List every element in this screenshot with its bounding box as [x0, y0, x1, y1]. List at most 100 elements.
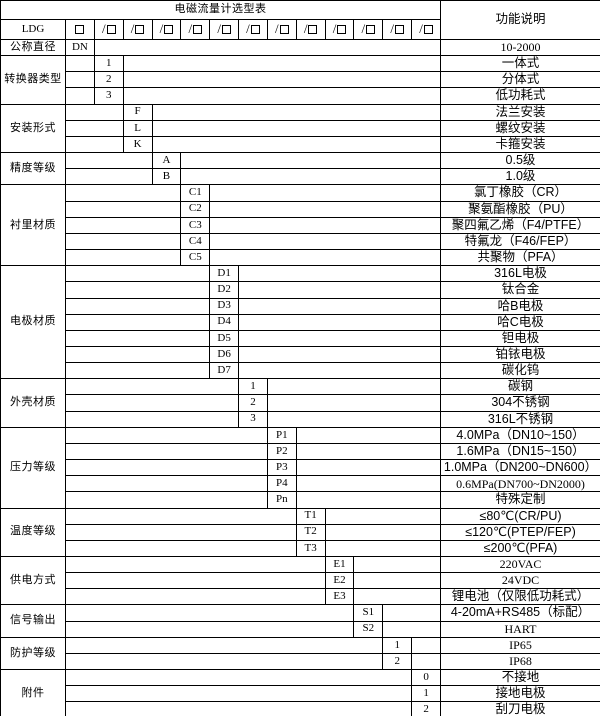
code-cell-5-3[interactable]: D4 — [209, 313, 240, 331]
code-box-slash-11[interactable]: / — [383, 20, 413, 39]
code-cell-5-1[interactable]: D2 — [209, 281, 240, 299]
code-cell-0-0[interactable]: DN — [65, 38, 95, 57]
table-row: C2 聚氨酯橡胶（PU） — [1, 200, 600, 218]
spacer-right — [238, 329, 441, 347]
spacer-right — [209, 184, 441, 202]
code-cell-7-4[interactable]: Pn — [266, 491, 297, 509]
spacer-left — [64, 313, 211, 331]
spacer-left — [65, 135, 124, 154]
code-cell-1-1[interactable]: 2 — [93, 71, 124, 89]
description-cell-5-0: 316L电极 — [440, 265, 600, 283]
empty-code-box-icon[interactable] — [221, 25, 231, 34]
code-cell-3-0[interactable]: A — [151, 152, 182, 170]
spacer-right — [324, 523, 442, 541]
code-cell-5-2[interactable]: D3 — [209, 297, 240, 315]
code-cell-9-1[interactable]: E2 — [324, 572, 355, 590]
table-row: 安装形式 F 法兰安装 — [0, 103, 600, 154]
table-row: 3 低功耗式 — [1, 87, 600, 105]
empty-code-box-icon[interactable] — [366, 25, 376, 34]
code-box-slash-7[interactable]: / — [268, 20, 297, 39]
group-label-1: 转换器类型 — [0, 55, 66, 105]
code-cell-12-0[interactable]: 0 — [411, 669, 441, 687]
spacer-right — [180, 152, 441, 170]
code-cell-10-0[interactable]: S1 — [353, 604, 384, 622]
code-cell-8-2[interactable]: T3 — [295, 539, 326, 558]
code-cell-4-4[interactable]: C5 — [180, 249, 211, 267]
code-box-0[interactable] — [67, 20, 95, 39]
table-row: D4 哈C电极 — [1, 313, 600, 331]
code-box-slash-5[interactable]: / — [210, 20, 240, 39]
spacer-left — [65, 459, 268, 477]
spacer-left — [65, 523, 297, 541]
code-cell-5-0[interactable]: D1 — [209, 265, 240, 283]
description-cell-6-1: 304不锈钢 — [440, 394, 600, 412]
code-box-slash-6[interactable]: / — [239, 20, 268, 39]
code-cell-4-0[interactable]: C1 — [180, 184, 211, 202]
code-cell-3-1[interactable]: B — [151, 168, 182, 186]
group-label-0: 公称直径 — [0, 38, 66, 57]
description-cell-9-2: 锂电池（仅限低功耗式） — [440, 588, 600, 606]
table-row: 转换器类型 1 一体式 — [0, 55, 600, 105]
code-cell-12-2[interactable]: 2 — [411, 701, 441, 716]
code-cell-6-1[interactable]: 2 — [238, 394, 268, 412]
code-box-slash-10[interactable]: / — [354, 20, 384, 39]
code-cell-8-1[interactable]: T2 — [295, 523, 326, 541]
empty-code-box-icon[interactable] — [279, 25, 289, 34]
code-cell-2-0[interactable]: F — [122, 103, 153, 121]
empty-code-box-icon[interactable] — [75, 25, 85, 34]
code-cell-1-0[interactable]: 1 — [93, 55, 124, 73]
spacer-left — [64, 329, 211, 347]
description-cell-4-0: 氯丁橡胶（CR） — [440, 184, 600, 202]
code-cell-9-0[interactable]: E1 — [324, 555, 355, 574]
code-cell-4-1[interactable]: C2 — [180, 200, 211, 218]
code-cell-5-4[interactable]: D5 — [209, 329, 240, 347]
code-cell-6-0[interactable]: 1 — [238, 378, 268, 396]
empty-code-box-icon[interactable] — [193, 25, 203, 34]
table-row: 衬里材质 C1 氯丁橡胶（CR） — [0, 184, 600, 267]
code-cell-7-0[interactable]: P1 — [266, 426, 297, 444]
code-cell-7-3[interactable]: P4 — [266, 475, 297, 493]
spacer-left — [65, 539, 297, 558]
table-row: T2 ≤120℃(PTEP/FEP) — [1, 523, 600, 541]
empty-code-box-icon[interactable] — [395, 25, 405, 34]
spacer-left — [64, 184, 182, 202]
code-cell-7-1[interactable]: P2 — [266, 442, 297, 461]
empty-code-box-icon[interactable] — [164, 25, 174, 34]
empty-code-box-icon[interactable] — [106, 25, 116, 34]
spacer-left — [64, 216, 182, 234]
code-box-slash-12[interactable]: / — [412, 21, 439, 39]
empty-code-box-icon[interactable] — [337, 25, 347, 34]
code-cell-10-1[interactable]: S2 — [353, 620, 384, 638]
empty-code-box-icon[interactable] — [423, 25, 433, 34]
code-box-slash-9[interactable]: / — [326, 20, 355, 39]
code-box-slash-2[interactable]: / — [124, 20, 153, 39]
code-cell-4-2[interactable]: C3 — [180, 216, 211, 234]
code-cell-2-2[interactable]: K — [122, 135, 153, 154]
code-cell-1-2[interactable]: 3 — [93, 87, 124, 105]
code-cell-12-1[interactable]: 1 — [411, 685, 441, 703]
code-cell-8-0[interactable]: T1 — [295, 507, 326, 525]
spacer-right — [238, 265, 441, 283]
code-box-slash-4[interactable]: / — [181, 20, 211, 39]
empty-code-box-icon[interactable] — [135, 25, 145, 34]
code-box-slash-3[interactable]: / — [153, 20, 182, 39]
empty-code-box-icon[interactable] — [308, 25, 318, 34]
code-cell-5-5[interactable]: D6 — [209, 345, 240, 364]
code-box-slash-8[interactable]: / — [297, 20, 326, 39]
table-row: 3 316L不锈钢 — [1, 410, 600, 428]
table-row: P4 0.6MPa(DN700~DN2000) — [1, 475, 600, 493]
code-cell-6-2[interactable]: 3 — [238, 410, 268, 428]
code-cell-5-6[interactable]: D7 — [209, 362, 240, 380]
code-cell-7-2[interactable]: P3 — [266, 459, 297, 477]
code-cell-2-1[interactable]: L — [122, 119, 153, 137]
group-label-6: 外壳材质 — [0, 378, 66, 428]
code-cell-9-2[interactable]: E3 — [324, 588, 355, 606]
empty-code-box-icon[interactable] — [250, 25, 260, 34]
code-cell-4-3[interactable]: C4 — [180, 232, 211, 251]
description-cell-8-0: ≤80℃(CR/PU) — [440, 507, 600, 525]
code-cell-11-0[interactable]: 1 — [382, 636, 413, 654]
code-box-slash-1[interactable]: / — [95, 20, 124, 39]
description-cell-8-1: ≤120℃(PTEP/FEP) — [440, 523, 600, 541]
group-label-10: 信号输出 — [0, 604, 66, 638]
code-cell-11-1[interactable]: 2 — [382, 652, 413, 671]
